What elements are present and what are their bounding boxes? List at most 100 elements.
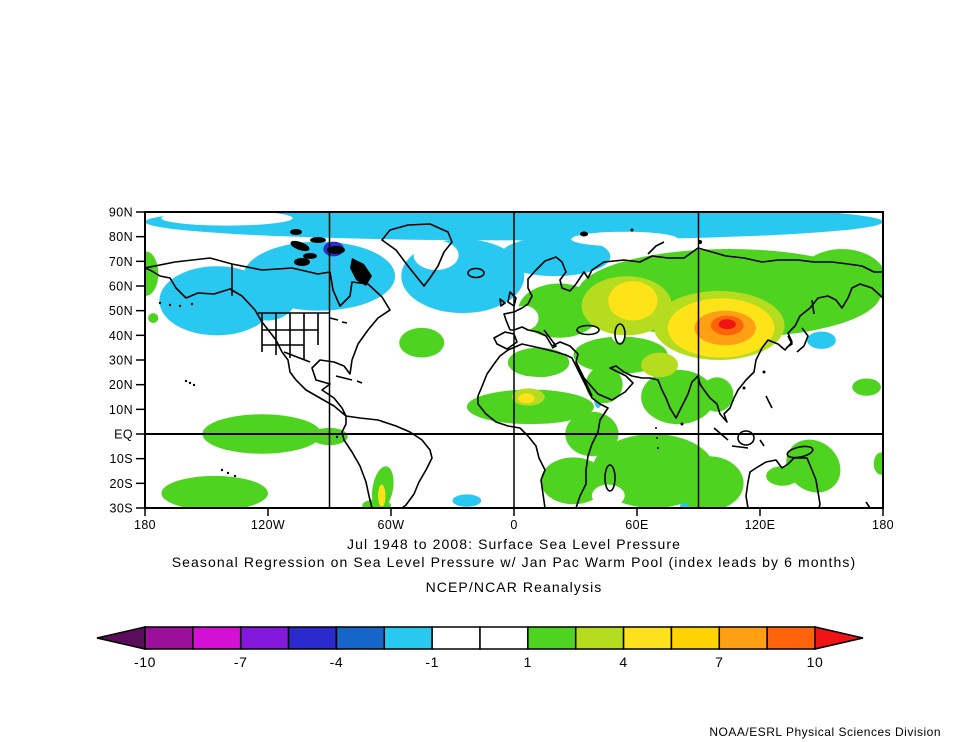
colorbar-segment — [718, 626, 768, 650]
polynesia — [233, 474, 237, 478]
lat-tick-label: 20S — [110, 477, 133, 491]
anomaly-region-south-africa — [540, 457, 607, 505]
arctic-island — [290, 229, 302, 235]
hainan — [742, 386, 746, 390]
anomaly-region-west-siberia-warm — [608, 281, 658, 321]
colorbar-segment — [527, 626, 577, 650]
anomaly-region-arabia-west — [585, 366, 623, 404]
anomaly-region-north-africa — [507, 347, 570, 378]
aleutian-island — [190, 302, 194, 306]
colorbar-tick-label: 10 — [807, 654, 824, 670]
anomaly-region-azores-atlantic — [399, 327, 445, 358]
lat-tick-label: 10N — [109, 403, 133, 417]
lat-tick-label: 80N — [109, 230, 133, 244]
plot-title-line-2: Seasonal Regression on Sea Level Pressur… — [172, 554, 857, 570]
lat-tick-label: 50N — [109, 304, 133, 318]
colorbar-segment — [670, 626, 721, 650]
korea — [785, 335, 793, 349]
colorbar-segment — [479, 626, 529, 650]
hawaii — [188, 381, 192, 385]
colorbar-segment — [766, 626, 816, 650]
colorbar-segment — [239, 626, 290, 650]
hawaii — [184, 379, 188, 383]
colorbar-segment — [574, 626, 625, 650]
arctic-island — [327, 246, 345, 254]
eurasia-coastline — [503, 247, 883, 331]
latitude-axis: 90N 80N 70N 60N 50N 40N 30N 20N 10N EQ 10S 20S 30S — [109, 206, 145, 516]
anomaly-region-bering-dot — [148, 313, 159, 324]
coastlines — [145, 223, 883, 508]
iceland — [467, 267, 485, 279]
anomaly-region-se-asia — [700, 377, 734, 412]
south-america-coastline — [341, 415, 433, 508]
anomaly-region-nw-canada — [237, 261, 299, 321]
plot-title-line-3: NCEP/NCAR Reanalysis — [426, 579, 603, 595]
maldives — [655, 427, 657, 429]
anomaly-region-argentina-strip — [378, 484, 386, 507]
australia-coastline — [745, 457, 821, 508]
svalbard — [580, 231, 588, 237]
colorbar-segment — [431, 626, 481, 650]
colorbar-segment — [622, 626, 673, 650]
franz-josef-land — [630, 228, 634, 232]
polynesia — [220, 468, 224, 472]
anomaly-region-indian-ocean-east — [673, 456, 744, 508]
anomaly-region-mongolia-core — [718, 319, 736, 330]
anomaly-region-greenland-interior — [413, 240, 459, 270]
borneo — [737, 430, 755, 446]
caspian-sea — [614, 323, 626, 345]
baffin-island — [350, 258, 372, 286]
maldives — [657, 447, 659, 449]
us-canada-borders — [231, 264, 330, 363]
colorbar-tick-label: 1 — [524, 654, 532, 670]
aleutian-island — [158, 301, 162, 305]
anomaly-region-polar-cap-barents — [571, 231, 678, 247]
greenland-coastline — [381, 223, 453, 287]
lon-tick-label: 0 — [510, 518, 517, 532]
anomaly-region-sahara-gap — [481, 376, 555, 389]
longitude-axis: 180 120W 60W 0 60E 120E 180 — [134, 508, 894, 532]
anomaly-region-congo-gap — [534, 429, 564, 454]
lat-tick-label: 30S — [110, 502, 133, 516]
colorbar-segment — [144, 626, 194, 650]
credit-text: NOAA/ESRL Physical Sciences Division — [709, 725, 941, 739]
taiwan — [762, 370, 766, 374]
madagascar — [604, 464, 616, 492]
lat-tick-label: 10S — [110, 452, 133, 466]
lat-tick-label: 40N — [109, 329, 133, 343]
anomaly-region-pacific-edge-south — [873, 452, 883, 475]
anomaly-region-nw-pacific-spot — [807, 331, 836, 349]
small-islands — [158, 228, 766, 478]
anomaly-region-west-europe-gap — [509, 305, 539, 331]
lon-tick-label: 120W — [251, 518, 285, 532]
iberia — [493, 331, 518, 350]
lat-tick-label: 70N — [109, 255, 133, 269]
polynesia — [226, 471, 230, 475]
anomaly-region-europe — [518, 283, 601, 338]
anomaly-region-pacific-20n — [852, 378, 881, 396]
lon-tick-label: 180 — [134, 518, 156, 532]
anomaly-region-scandinavia-barents — [499, 236, 611, 277]
lon-tick-label: 60E — [625, 518, 648, 532]
colorbar-tick-label: 4 — [619, 654, 627, 670]
lat-tick-label: EQ — [114, 428, 133, 442]
black-sea — [576, 324, 600, 336]
anomaly-region-polar-cap-america — [161, 212, 293, 226]
anomaly-region-bering-edge — [145, 251, 159, 296]
colorbar: -10 -7 -4 -1 1 4 7 10 — [96, 626, 864, 670]
anomaly-region-ne-asia-edge — [796, 249, 883, 314]
red-sea-line — [575, 361, 593, 397]
anomaly-region-south-pacific-blob — [161, 475, 268, 508]
anomaly-region-nw-india — [641, 352, 678, 378]
anomaly-region-madagascar-south-gap — [591, 484, 625, 507]
galapagos — [335, 435, 339, 439]
aleutian-island — [178, 304, 182, 308]
arctic-island — [290, 240, 310, 252]
sulawesi-philippines — [759, 395, 773, 447]
japan — [796, 299, 815, 353]
lat-tick-label: 60N — [109, 280, 133, 294]
lat-tick-label: 30N — [109, 354, 133, 368]
colorbar-tick-label: 7 — [715, 654, 723, 670]
